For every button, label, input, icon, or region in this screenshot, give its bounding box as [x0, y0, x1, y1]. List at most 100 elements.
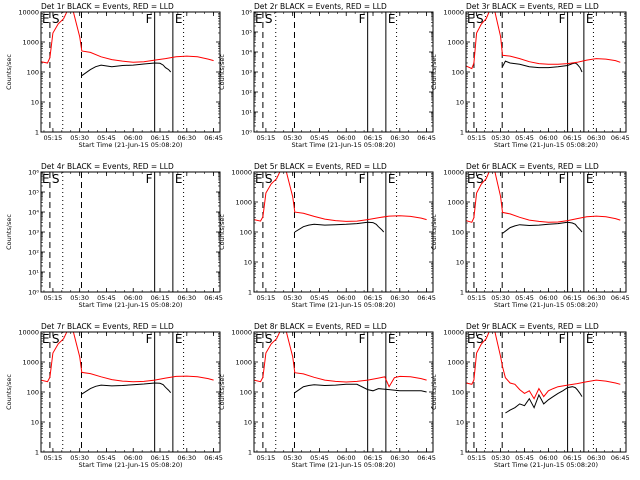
y-tick-label: 1	[460, 449, 464, 457]
plot-frame	[465, 331, 627, 453]
y-tick-label: 1	[35, 449, 39, 457]
x-tick-label: 06:15	[563, 134, 582, 142]
x-tick-label: 06:15	[151, 134, 170, 142]
series-group	[466, 332, 621, 414]
x-tick-label: 06:30	[177, 134, 196, 142]
panel-title: Det 8r BLACK = Events, RED = LLD	[254, 322, 387, 331]
marker-label: E	[255, 12, 263, 26]
x-tick-label: 06:15	[364, 454, 383, 462]
marker-label: E	[255, 172, 263, 186]
x-tick-label: 05:45	[310, 134, 329, 142]
x-tick-label: 06:00	[337, 134, 356, 142]
y-tick-label: 10000	[231, 329, 252, 337]
x-tick-label: 05:45	[310, 294, 329, 302]
x-axis-label: Start Time (21-Jun-15 05:08:20)	[79, 461, 183, 469]
x-tick-label: 05:30	[70, 454, 89, 462]
marker-label: S	[265, 172, 273, 186]
x-tick-label: 06:45	[204, 454, 223, 462]
series-group	[254, 172, 427, 233]
x-tick-label: 05:15	[257, 134, 276, 142]
series-line-events	[502, 60, 583, 73]
marker-label: S	[52, 332, 60, 346]
x-tick-label: 05:30	[491, 134, 510, 142]
marker-label: E	[42, 332, 50, 346]
x-tick-label: 05:15	[467, 134, 486, 142]
x-tick-label: 06:45	[611, 454, 630, 462]
x-tick-label: 05:30	[70, 134, 89, 142]
x-tick-label: 06:45	[204, 134, 223, 142]
marker-label: F	[146, 12, 153, 26]
series-line-events	[294, 221, 385, 233]
x-tick-label: 05:15	[257, 454, 276, 462]
x-tick-label: 06:45	[611, 294, 630, 302]
x-tick-label: 06:30	[587, 294, 606, 302]
y-tick-label: 100	[240, 389, 252, 397]
x-tick-label: 05:45	[97, 454, 116, 462]
marker-label: E	[586, 332, 594, 346]
panel-title: Det 5r BLACK = Events, RED = LLD	[254, 162, 387, 171]
x-tick-label: 06:00	[539, 134, 558, 142]
plot-frame	[40, 171, 221, 293]
y-tick-label: 1000	[447, 39, 464, 47]
y-tick-label: 1	[248, 289, 252, 297]
marker-label: E	[175, 172, 183, 186]
x-axis-label: Start Time (21-Jun-15 05:08:20)	[292, 461, 396, 469]
panel-title: Det 3r BLACK = Events, RED = LLD	[466, 2, 599, 11]
y-tick-label: 10⁶	[241, 9, 252, 17]
y-tick-label: 1000	[22, 39, 39, 47]
marker-label: S	[265, 332, 273, 346]
y-axis-label: Counts/sec	[5, 54, 13, 90]
y-axis-label: Counts/sec	[218, 214, 226, 250]
y-tick-label: 100	[27, 69, 39, 77]
series-line-lld	[41, 12, 214, 64]
marker-label: E	[175, 12, 183, 26]
series-group	[466, 172, 621, 234]
y-axis-label: Counts/sec	[5, 214, 13, 250]
x-tick-label: 06:15	[563, 294, 582, 302]
y-tick-label: 1	[460, 289, 464, 297]
y-tick-label: 100	[452, 389, 464, 397]
panel-4: Det 4r BLACK = Events, RED = LLD Counts/s…	[5, 162, 223, 309]
marker-label: F	[359, 172, 366, 186]
panel-6: Det 6r BLACK = Events, RED = LLD Counts/s…	[430, 162, 630, 309]
series-line-lld	[466, 332, 621, 400]
panel-7: Det 7r BLACK = Events, RED = LLD Counts/s…	[5, 322, 223, 469]
x-tick-label: 05:15	[44, 294, 63, 302]
x-tick-label: 05:45	[515, 294, 534, 302]
panel-title: Det 1r BLACK = Events, RED = LLD	[41, 2, 174, 11]
y-tick-label: 1	[35, 129, 39, 137]
series-line-events	[294, 383, 427, 394]
y-tick-label: 10³	[241, 69, 252, 77]
plot-frame	[253, 11, 434, 133]
x-tick-label: 06:45	[417, 454, 436, 462]
y-tick-label: 10	[244, 419, 252, 427]
y-axis-label: Counts/sec	[5, 374, 13, 410]
series-group	[254, 332, 427, 394]
x-tick-label: 06:00	[337, 294, 356, 302]
x-tick-label: 06:45	[611, 134, 630, 142]
y-tick-label: 1000	[447, 199, 464, 207]
series-line-lld	[466, 12, 621, 70]
y-axis-label: Counts/sec	[430, 374, 438, 410]
marker-label: E	[255, 332, 263, 346]
x-axis-label: Start Time (21-Jun-15 05:08:20)	[292, 301, 396, 309]
marker-label: S	[476, 12, 484, 26]
x-tick-label: 06:15	[563, 454, 582, 462]
x-tick-label: 06:30	[587, 454, 606, 462]
series-line-events	[502, 221, 583, 234]
y-tick-label: 10¹	[241, 109, 252, 117]
y-tick-label: 100	[452, 69, 464, 77]
x-tick-label: 05:30	[491, 294, 510, 302]
y-tick-label: 10⁰	[241, 129, 252, 137]
plot-frame	[253, 171, 434, 293]
y-tick-label: 10000	[18, 329, 39, 337]
marker-label: E	[586, 172, 594, 186]
x-tick-label: 05:45	[515, 134, 534, 142]
panel-5: Det 5r BLACK = Events, RED = LLD Counts/s…	[218, 162, 436, 309]
marker-label: S	[265, 12, 273, 26]
y-axis-label: Counts/sec	[218, 54, 226, 90]
x-tick-label: 06:00	[539, 454, 558, 462]
series-group	[41, 332, 214, 395]
panel-3: Det 3r BLACK = Events, RED = LLD Counts/s…	[430, 2, 630, 149]
x-axis-label: Start Time (21-Jun-15 05:08:20)	[494, 301, 598, 309]
